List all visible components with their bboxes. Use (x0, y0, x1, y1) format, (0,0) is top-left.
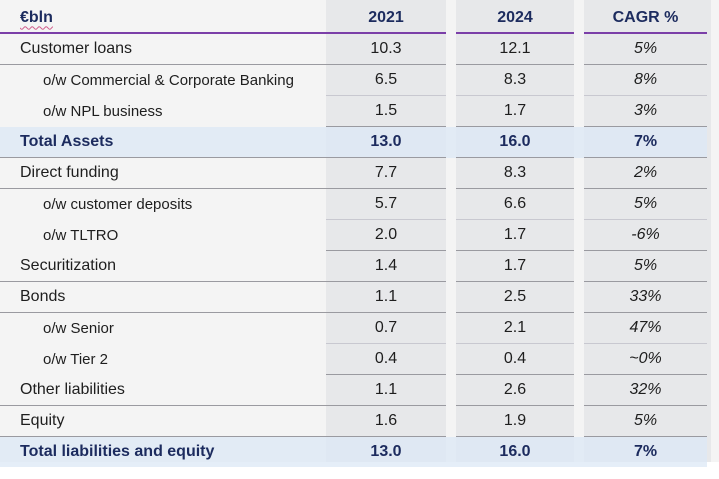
value-2021: 0.4 (326, 343, 446, 375)
total-row: Total liabilities and equity 13.0 16.0 7% (0, 436, 707, 467)
value-2021: 1.5 (326, 95, 446, 127)
row-label: Customer loans (0, 33, 326, 65)
value-2024: 16.0 (456, 126, 574, 158)
header-row: €bln 2021 2024 CAGR % (0, 3, 707, 34)
row-label: o/w Tier 2 (43, 350, 109, 368)
sub-row: o/w NPL business 1.5 1.7 3% (0, 95, 707, 127)
value-2024: 0.4 (456, 343, 574, 375)
value-2021: 10.3 (326, 33, 446, 65)
value-cagr: 5% (584, 250, 707, 282)
balance-sheet-table: €bln 2021 2024 CAGR % Customer loans 10.3… (0, 3, 707, 467)
table-row: Equity 1.6 1.9 5% (0, 405, 707, 437)
value-2021: 1.1 (326, 374, 446, 406)
value-2021: 1.4 (326, 250, 446, 282)
table-row: Customer loans 10.3 12.1 5% (0, 33, 707, 65)
row-label: Equity (0, 405, 326, 437)
row-label: Securitization (0, 250, 326, 282)
value-2021: 6.5 (326, 64, 446, 96)
value-cagr: 8% (584, 64, 707, 96)
value-2024: 8.3 (456, 64, 574, 96)
value-cagr: 47% (584, 312, 707, 344)
value-cagr: 7% (584, 436, 707, 467)
row-label: Other liabilities (0, 374, 326, 406)
value-cagr: 2% (584, 157, 707, 189)
value-2024: 2.6 (456, 374, 574, 406)
row-label: o/w NPL business (43, 102, 163, 120)
value-2021: 5.7 (326, 188, 446, 220)
value-cagr: -6% (584, 219, 707, 251)
value-cagr: 32% (584, 374, 707, 406)
value-2024: 1.7 (456, 219, 574, 251)
table-row: Other liabilities 1.1 2.6 32% (0, 374, 707, 406)
row-label: o/w TLTRO (43, 226, 119, 244)
table-row: Securitization 1.4 1.7 5% (0, 250, 707, 282)
sub-row: o/w Tier 2 0.4 0.4 ~0% (0, 343, 707, 375)
sub-row: o/w customer deposits 5.7 6.6 5% (0, 188, 707, 220)
row-label: o/w customer deposits (43, 195, 193, 213)
header-cagr: CAGR % (584, 3, 707, 34)
sub-row: o/w TLTRO 2.0 1.7 -6% (0, 219, 707, 251)
row-label: Total Assets (0, 126, 326, 158)
row-label: Bonds (0, 281, 326, 313)
sub-row: o/w Commercial & Corporate Banking 6.5 8.3… (0, 64, 707, 96)
value-2024: 16.0 (456, 436, 574, 467)
value-cagr: 33% (584, 281, 707, 313)
total-row: Total Assets 13.0 16.0 7% (0, 126, 707, 158)
value-2024: 2.1 (456, 312, 574, 344)
value-2021: 1.1 (326, 281, 446, 313)
value-2024: 2.5 (456, 281, 574, 313)
value-cagr: ~0% (584, 343, 707, 375)
row-label: Total liabilities and equity (0, 436, 326, 467)
table-row: Bonds 1.1 2.5 33% (0, 281, 707, 313)
value-cagr: 5% (584, 33, 707, 65)
value-cagr: 5% (584, 405, 707, 437)
header-2021: 2021 (326, 3, 446, 34)
row-label: Direct funding (0, 157, 326, 189)
value-2021: 13.0 (326, 436, 446, 467)
value-cagr: 3% (584, 95, 707, 127)
sub-row: o/w Senior 0.7 2.1 47% (0, 312, 707, 344)
table-row: Direct funding 7.7 8.3 2% (0, 157, 707, 189)
value-2024: 1.9 (456, 405, 574, 437)
row-label: o/w Commercial & Corporate Banking (43, 71, 294, 89)
value-2021: 2.0 (326, 219, 446, 251)
value-cagr: 5% (584, 188, 707, 220)
row-label: o/w Senior (43, 319, 114, 337)
value-cagr: 7% (584, 126, 707, 158)
value-2024: 1.7 (456, 250, 574, 282)
value-2024: 6.6 (456, 188, 574, 220)
value-2021: 1.6 (326, 405, 446, 437)
value-2024: 12.1 (456, 33, 574, 65)
value-2021: 0.7 (326, 312, 446, 344)
header-2024: 2024 (456, 3, 574, 34)
value-2021: 13.0 (326, 126, 446, 158)
value-2021: 7.7 (326, 157, 446, 189)
header-unit: €bln (0, 3, 326, 34)
value-2024: 8.3 (456, 157, 574, 189)
value-2024: 1.7 (456, 95, 574, 127)
balance-sheet-panel: €bln 2021 2024 CAGR % Customer loans 10.3… (0, 0, 719, 467)
